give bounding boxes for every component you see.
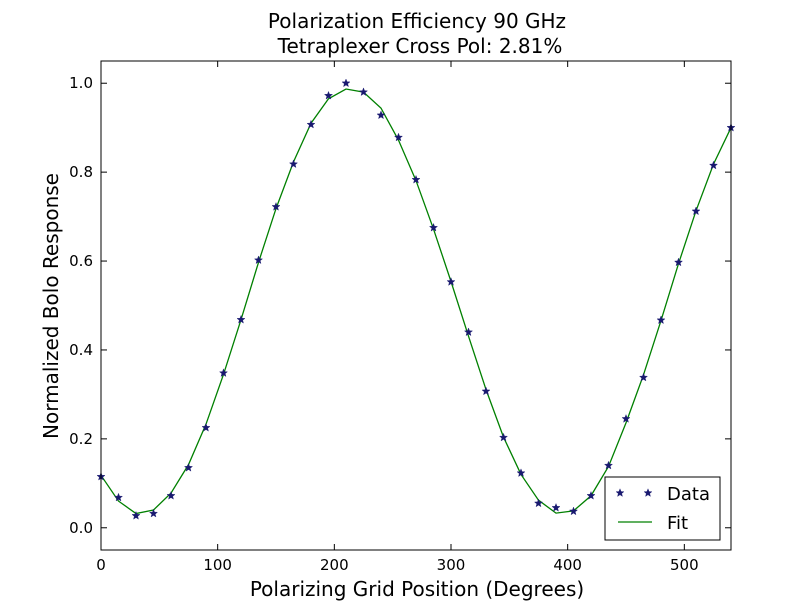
x-tick-label: 0	[96, 556, 106, 574]
chart-title: Polarization Efficiency 90 GHz Tetraplex…	[268, 9, 566, 58]
data-point	[253, 255, 264, 264]
data-point	[113, 492, 124, 502]
data-point	[621, 414, 631, 423]
legend-box	[604, 476, 721, 541]
y-tick-label: 0.6	[69, 252, 93, 270]
data-point	[306, 119, 316, 129]
data-point	[516, 468, 526, 477]
data-point	[603, 460, 614, 470]
legend: Data Fit	[604, 476, 721, 541]
plot-frame	[100, 60, 732, 551]
data-point	[533, 498, 544, 508]
legend-data-markers	[615, 488, 653, 497]
legend-data-marker	[615, 488, 625, 497]
data-point	[358, 87, 369, 96]
x-tick-label: 200	[320, 556, 349, 574]
y-axis-title: Normalized Bolo Response	[39, 173, 63, 439]
data-point	[428, 222, 439, 232]
data-point	[148, 508, 159, 518]
data-point	[568, 506, 579, 516]
data-point	[498, 432, 509, 442]
data-point	[201, 422, 211, 432]
legend-label-data: Data	[667, 484, 710, 505]
data-point	[691, 206, 701, 216]
data-point	[446, 277, 456, 286]
x-tick-label: 400	[553, 556, 582, 574]
legend-data-marker	[643, 488, 653, 497]
plot-area	[101, 61, 731, 550]
data-point	[638, 372, 649, 382]
y-axis-ticks: 0.0 0.2 0.4 0.6 0.8 1.0	[69, 74, 731, 537]
y-tick-label: 0.2	[69, 430, 93, 448]
data-point	[323, 90, 334, 100]
data-point	[271, 202, 281, 211]
data-point	[481, 386, 491, 396]
data-point	[218, 368, 229, 377]
legend-label-fit: Fit	[667, 513, 688, 534]
data-point	[656, 315, 666, 325]
y-tick-label: 0.8	[69, 163, 93, 181]
data-point	[131, 511, 141, 520]
x-axis-title: Polarizing Grid Position (Degrees)	[250, 577, 584, 601]
data-point	[586, 491, 596, 500]
y-tick-label: 1.0	[69, 74, 93, 92]
data-point	[376, 110, 386, 120]
data-point	[463, 327, 474, 337]
data-point	[166, 491, 176, 500]
x-tick-label: 100	[203, 556, 232, 574]
data-point	[341, 78, 351, 88]
data-point	[673, 257, 684, 267]
data-point	[393, 132, 404, 142]
chart-title-line-2: Tetraplexer Cross Pol: 2.81%	[277, 34, 563, 58]
data-point	[236, 314, 246, 324]
x-tick-label: 300	[437, 556, 466, 574]
y-tick-label: 0.4	[69, 341, 93, 359]
data-point	[411, 174, 421, 184]
data-point	[288, 159, 299, 168]
data-point	[708, 160, 719, 170]
x-tick-label: 500	[670, 556, 699, 574]
x-axis-ticks: 0 100 200 300 400 500	[96, 61, 699, 574]
y-tick-label: 0.0	[69, 519, 93, 537]
data-point	[551, 503, 561, 512]
chart-title-line-1: Polarization Efficiency 90 GHz	[268, 9, 566, 33]
data-point	[183, 463, 194, 472]
